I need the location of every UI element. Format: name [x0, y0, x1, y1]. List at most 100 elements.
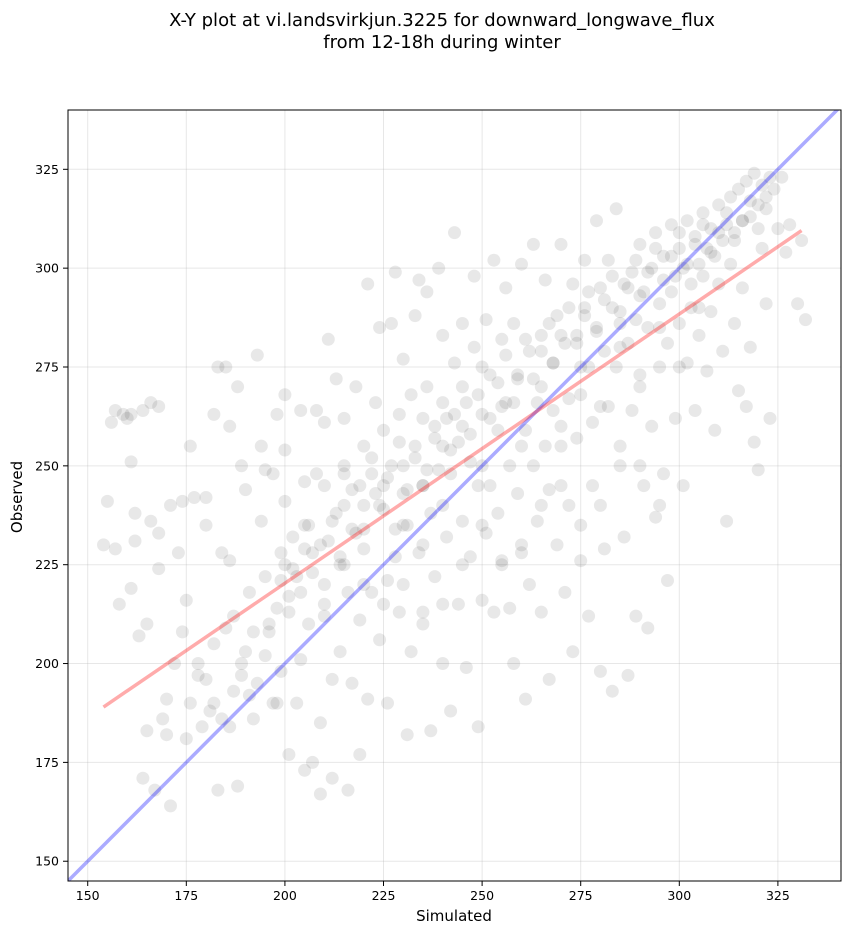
data-point — [625, 404, 639, 417]
data-point — [728, 226, 741, 240]
data-point — [298, 518, 312, 532]
data-point — [542, 672, 556, 686]
data-point — [219, 621, 233, 635]
data-point — [424, 724, 438, 738]
data-point — [641, 321, 655, 334]
data-point — [345, 483, 359, 497]
data-point — [467, 269, 481, 283]
data-point — [392, 435, 406, 449]
data-point — [795, 234, 809, 247]
plot-frame — [67, 109, 842, 882]
chart-title-line-2: from 12-18h during winter — [323, 32, 561, 53]
data-point — [266, 467, 280, 481]
data-point — [396, 518, 410, 532]
data-point — [207, 407, 221, 421]
data-point — [562, 392, 576, 406]
data-point — [657, 273, 670, 287]
data-point — [743, 210, 757, 224]
data-point — [298, 763, 312, 777]
data-point — [597, 542, 611, 556]
data-point — [491, 506, 505, 520]
data-point — [341, 783, 355, 797]
data-point — [408, 439, 422, 453]
data-point — [755, 241, 769, 255]
data-point — [353, 748, 367, 761]
data-point — [633, 380, 647, 394]
data-point — [491, 376, 505, 390]
data-point — [570, 336, 584, 350]
data-point — [570, 431, 584, 445]
data-point — [400, 483, 414, 497]
data-point — [696, 206, 710, 220]
data-point — [416, 538, 430, 552]
data-point — [325, 514, 339, 528]
data-point — [574, 518, 588, 532]
data-point — [590, 321, 603, 334]
data-point — [692, 257, 706, 271]
data-point — [365, 451, 379, 465]
data-point — [313, 538, 327, 552]
data-point — [550, 309, 564, 323]
data-point — [278, 558, 292, 572]
data-point — [617, 277, 631, 291]
data-point — [384, 317, 398, 330]
data-point — [357, 522, 371, 536]
data-point — [609, 360, 623, 374]
data-point — [463, 550, 477, 564]
data-point — [680, 214, 694, 228]
data-point — [641, 265, 655, 279]
data-point — [444, 443, 458, 457]
data-point — [313, 787, 327, 801]
data-point — [306, 566, 319, 580]
data-point — [235, 459, 248, 473]
data-point — [791, 297, 805, 311]
data-point — [278, 494, 292, 508]
data-point — [436, 328, 450, 342]
data-point — [664, 285, 678, 299]
data-point — [649, 241, 663, 255]
data-point — [365, 585, 379, 599]
data-point — [653, 498, 667, 512]
data-point — [633, 368, 647, 382]
data-point — [593, 400, 607, 413]
data-point — [743, 194, 757, 208]
data-point — [207, 637, 221, 651]
data-point — [432, 261, 446, 275]
data-point — [321, 534, 335, 548]
data-point — [152, 526, 166, 540]
data-point — [152, 562, 166, 576]
data-point — [471, 479, 485, 493]
data-point — [684, 277, 698, 291]
data-point — [503, 601, 517, 615]
data-point — [538, 273, 552, 287]
data-point — [337, 467, 351, 481]
data-point — [254, 514, 268, 528]
data-point — [605, 269, 619, 283]
data-point — [215, 546, 229, 560]
data-point — [436, 439, 450, 453]
data-point — [732, 182, 745, 196]
data-point — [668, 411, 682, 425]
data-point — [680, 257, 694, 271]
data-point — [388, 265, 402, 279]
data-point — [728, 317, 741, 330]
data-point — [262, 625, 276, 639]
data-point — [680, 356, 694, 370]
data-point — [187, 491, 201, 504]
data-point — [124, 581, 138, 595]
data-point — [357, 542, 371, 556]
data-point — [246, 712, 260, 726]
data-point — [625, 265, 639, 279]
data-point — [519, 332, 532, 346]
data-point — [381, 574, 394, 587]
data-point — [657, 467, 670, 481]
data-point — [495, 400, 509, 413]
data-point — [763, 411, 777, 425]
data-point — [357, 578, 371, 591]
data-point — [108, 542, 122, 556]
data-point — [499, 281, 513, 295]
x-tick-label: 300 — [667, 888, 691, 903]
data-point — [704, 245, 718, 259]
y-axis-ticks: 150 175 200 225 250 275 300 325 — [35, 162, 68, 869]
